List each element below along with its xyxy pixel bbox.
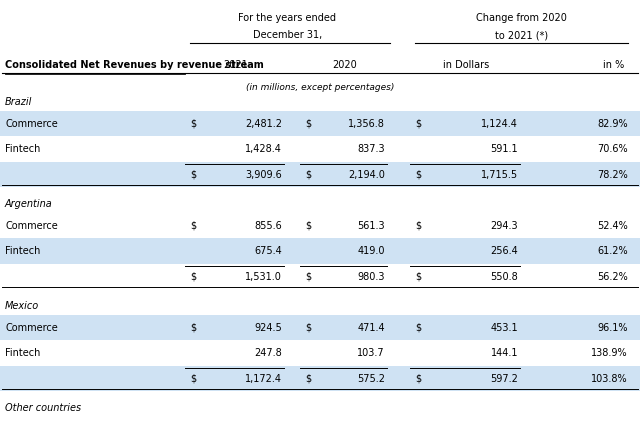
Text: Commerce: Commerce: [5, 323, 58, 333]
Text: 924.5: 924.5: [254, 323, 282, 333]
Text: 575.2: 575.2: [357, 374, 385, 384]
Text: 3,909.6: 3,909.6: [245, 170, 282, 180]
Text: $: $: [415, 323, 421, 333]
Text: in Dollars: in Dollars: [444, 60, 490, 70]
Text: $: $: [305, 220, 311, 231]
Text: 855.6: 855.6: [254, 220, 282, 231]
Bar: [0, 111, 640, 137]
Text: in %: in %: [604, 60, 625, 70]
Text: 2,194.0: 2,194.0: [348, 170, 385, 180]
Text: $: $: [190, 374, 196, 384]
Text: 1,172.4: 1,172.4: [245, 374, 282, 384]
Bar: [0, 315, 640, 340]
Text: to 2021 (*): to 2021 (*): [495, 30, 548, 40]
Text: 550.8: 550.8: [490, 272, 518, 282]
Text: 1,124.4: 1,124.4: [481, 119, 518, 128]
Bar: [0, 264, 640, 290]
Text: 675.4: 675.4: [254, 246, 282, 256]
Text: Brazil: Brazil: [5, 97, 33, 107]
Text: Change from 2020: Change from 2020: [476, 13, 567, 23]
Text: 1,428.4: 1,428.4: [245, 144, 282, 154]
Text: Argentina: Argentina: [5, 199, 52, 209]
Text: Commerce: Commerce: [5, 119, 58, 128]
Bar: [0, 137, 640, 162]
Text: 138.9%: 138.9%: [591, 348, 628, 358]
Text: 419.0: 419.0: [358, 246, 385, 256]
Text: 256.4: 256.4: [490, 246, 518, 256]
Text: $: $: [190, 119, 196, 128]
Text: 837.3: 837.3: [357, 144, 385, 154]
Text: $: $: [305, 323, 311, 333]
Text: 2020: 2020: [333, 60, 357, 70]
Text: Fintech: Fintech: [5, 348, 40, 358]
Text: Other countries: Other countries: [5, 403, 81, 413]
Text: 294.3: 294.3: [490, 220, 518, 231]
Text: $: $: [190, 272, 196, 282]
Bar: [0, 162, 640, 187]
Text: $: $: [415, 374, 421, 384]
Text: $: $: [305, 272, 311, 282]
Text: 561.3: 561.3: [357, 220, 385, 231]
Text: 2,481.2: 2,481.2: [245, 119, 282, 128]
Bar: [0, 340, 640, 366]
Text: $: $: [305, 119, 311, 128]
Text: $: $: [190, 170, 196, 180]
Text: Fintech: Fintech: [5, 144, 40, 154]
Text: 1,715.5: 1,715.5: [481, 170, 518, 180]
Bar: [0, 417, 640, 424]
Text: $: $: [305, 170, 311, 180]
Text: 591.1: 591.1: [490, 144, 518, 154]
Text: For the years ended: For the years ended: [239, 13, 337, 23]
Text: Consolidated Net Revenues by revenue stream: Consolidated Net Revenues by revenue str…: [5, 60, 264, 70]
Text: 61.2%: 61.2%: [597, 246, 628, 256]
Text: 82.9%: 82.9%: [597, 119, 628, 128]
Bar: [0, 213, 640, 238]
Text: 597.2: 597.2: [490, 374, 518, 384]
Text: $: $: [415, 272, 421, 282]
Text: 2021: 2021: [223, 60, 248, 70]
Text: $: $: [305, 374, 311, 384]
Text: 78.2%: 78.2%: [597, 170, 628, 180]
Text: 144.1: 144.1: [490, 348, 518, 358]
Text: $: $: [415, 220, 421, 231]
Text: 56.2%: 56.2%: [597, 272, 628, 282]
Text: 96.1%: 96.1%: [598, 323, 628, 333]
Bar: [0, 366, 640, 391]
Text: 980.3: 980.3: [358, 272, 385, 282]
Text: 1,356.8: 1,356.8: [348, 119, 385, 128]
Text: 103.8%: 103.8%: [591, 374, 628, 384]
Text: $: $: [415, 119, 421, 128]
Text: $: $: [190, 220, 196, 231]
Text: 471.4: 471.4: [357, 323, 385, 333]
Text: December 31,: December 31,: [253, 30, 322, 40]
Text: 70.6%: 70.6%: [597, 144, 628, 154]
Text: Commerce: Commerce: [5, 220, 58, 231]
Text: 247.8: 247.8: [254, 348, 282, 358]
Text: Fintech: Fintech: [5, 246, 40, 256]
Text: 453.1: 453.1: [490, 323, 518, 333]
Text: $: $: [190, 323, 196, 333]
Text: Mexico: Mexico: [5, 301, 39, 311]
Text: (in millions, except percentages): (in millions, except percentages): [246, 83, 394, 92]
Text: 1,531.0: 1,531.0: [245, 272, 282, 282]
Text: $: $: [415, 170, 421, 180]
Bar: [0, 238, 640, 264]
Text: 52.4%: 52.4%: [597, 220, 628, 231]
Text: 103.7: 103.7: [357, 348, 385, 358]
